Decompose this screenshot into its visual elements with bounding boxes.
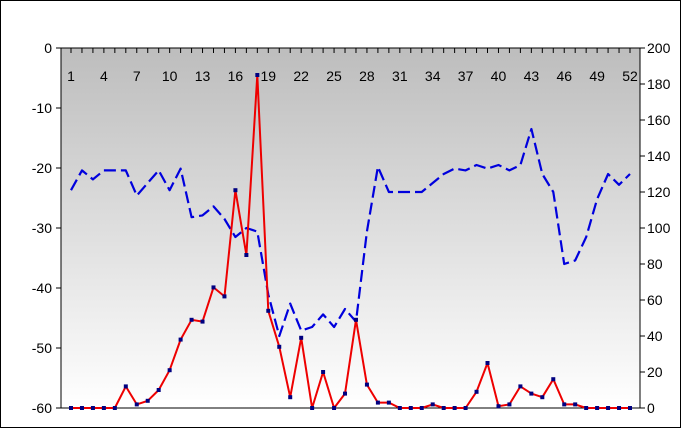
data-point xyxy=(266,308,271,313)
left-axis-tick-label: -40 xyxy=(32,280,52,296)
left-axis-tick-label: -50 xyxy=(32,340,52,356)
data-point xyxy=(518,384,523,389)
right-axis-tick-label: 80 xyxy=(647,256,663,272)
data-point xyxy=(145,398,150,403)
right-axis-tick-label: 180 xyxy=(647,76,671,92)
data-point xyxy=(134,402,139,407)
data-point xyxy=(178,337,183,342)
x-axis-tick-label: 13 xyxy=(195,68,211,84)
data-point xyxy=(101,406,106,410)
right-axis-tick-label: 100 xyxy=(647,220,671,236)
data-point xyxy=(167,368,172,373)
plot-area xyxy=(60,47,641,409)
data-point xyxy=(277,344,282,349)
x-axis-tick-label: 1 xyxy=(67,68,75,84)
right-axis-tick-label: 160 xyxy=(647,112,671,128)
x-axis-tick-label: 10 xyxy=(162,68,178,84)
data-point xyxy=(79,406,84,410)
data-point xyxy=(496,404,501,409)
data-point xyxy=(90,406,95,410)
data-point xyxy=(156,388,161,392)
data-point xyxy=(69,406,73,410)
data-point xyxy=(595,406,600,410)
right-axis-tick-label: 0 xyxy=(647,400,655,416)
data-point xyxy=(211,285,216,290)
x-axis-tick-label: 4 xyxy=(100,68,108,84)
series-layer xyxy=(69,73,632,410)
x-axis-tick-label: 28 xyxy=(359,68,375,84)
data-point xyxy=(288,395,293,400)
right-axis-tick-label: 140 xyxy=(647,148,671,164)
data-point xyxy=(584,406,589,410)
x-axis-tick-label: 25 xyxy=(326,68,342,84)
data-point xyxy=(310,406,315,410)
data-point xyxy=(507,402,512,407)
x-axis-tick-label: 34 xyxy=(425,68,441,84)
x-axis-tick-label: 46 xyxy=(556,68,572,84)
data-point xyxy=(123,384,128,389)
left-axis-tick-label: -60 xyxy=(32,400,52,416)
data-point xyxy=(628,406,632,410)
data-point xyxy=(189,317,194,322)
data-point xyxy=(386,400,391,405)
left-axis-tick-label: -10 xyxy=(32,100,52,116)
data-point xyxy=(233,188,238,193)
left-axis-tick-label: 0 xyxy=(44,40,52,56)
data-point xyxy=(244,253,249,257)
data-point xyxy=(375,400,380,405)
data-point xyxy=(540,395,545,400)
data-point xyxy=(452,406,457,410)
x-axis-tick-label: 16 xyxy=(228,68,244,84)
right-axis-tick-label: 40 xyxy=(647,328,663,344)
data-point xyxy=(364,382,369,387)
x-axis-tick-label: 40 xyxy=(491,68,507,84)
left-axis: 0 -10 -20 -30 -40 -50 -60 xyxy=(32,40,61,416)
x-axis-tick-label: 37 xyxy=(458,68,474,84)
data-point xyxy=(485,361,490,365)
x-axis: 1 4 7 10 13 16 19 22 25 28 31 34 37 40 43 46 49 52 xyxy=(61,47,640,84)
data-point xyxy=(463,406,468,410)
x-axis-tick-label: 49 xyxy=(589,68,605,84)
data-point xyxy=(529,391,534,396)
x-axis-tick-label: 31 xyxy=(392,68,408,84)
x-axis-tick-label: 7 xyxy=(133,68,141,84)
data-point xyxy=(474,389,479,394)
data-point xyxy=(255,73,260,77)
data-point xyxy=(408,406,413,410)
left-axis-tick-label: -30 xyxy=(32,220,52,236)
data-point xyxy=(321,370,326,374)
data-point xyxy=(397,406,402,410)
data-point xyxy=(551,377,556,382)
series-line-2 xyxy=(71,74,630,409)
x-axis-tick-label: 22 xyxy=(293,68,309,84)
right-axis-tick-label: 60 xyxy=(647,292,663,308)
data-point xyxy=(332,406,337,410)
data-point xyxy=(562,402,567,407)
left-axis-tick-label: -20 xyxy=(32,160,52,176)
x-axis-tick-label: 19 xyxy=(261,68,277,84)
series-line-1 xyxy=(70,127,631,338)
data-point xyxy=(617,406,622,410)
x-axis-tick-label: 52 xyxy=(622,68,638,84)
data-point xyxy=(573,402,578,407)
data-point xyxy=(419,406,424,410)
data-point xyxy=(606,406,611,410)
data-point xyxy=(430,402,435,407)
right-axis-tick-label: 200 xyxy=(647,40,671,56)
data-point xyxy=(299,335,304,340)
data-point xyxy=(222,294,227,299)
right-axis: 0 20 40 60 80 100 120 140 160 180 200 xyxy=(640,40,671,416)
data-point xyxy=(353,317,358,322)
x-axis-tick-label: 43 xyxy=(524,68,540,84)
data-point xyxy=(112,406,117,410)
data-point xyxy=(200,319,205,324)
data-point xyxy=(441,406,446,410)
data-point xyxy=(343,391,348,396)
right-axis-tick-label: 120 xyxy=(647,184,671,200)
right-axis-tick-label: 20 xyxy=(647,364,663,380)
